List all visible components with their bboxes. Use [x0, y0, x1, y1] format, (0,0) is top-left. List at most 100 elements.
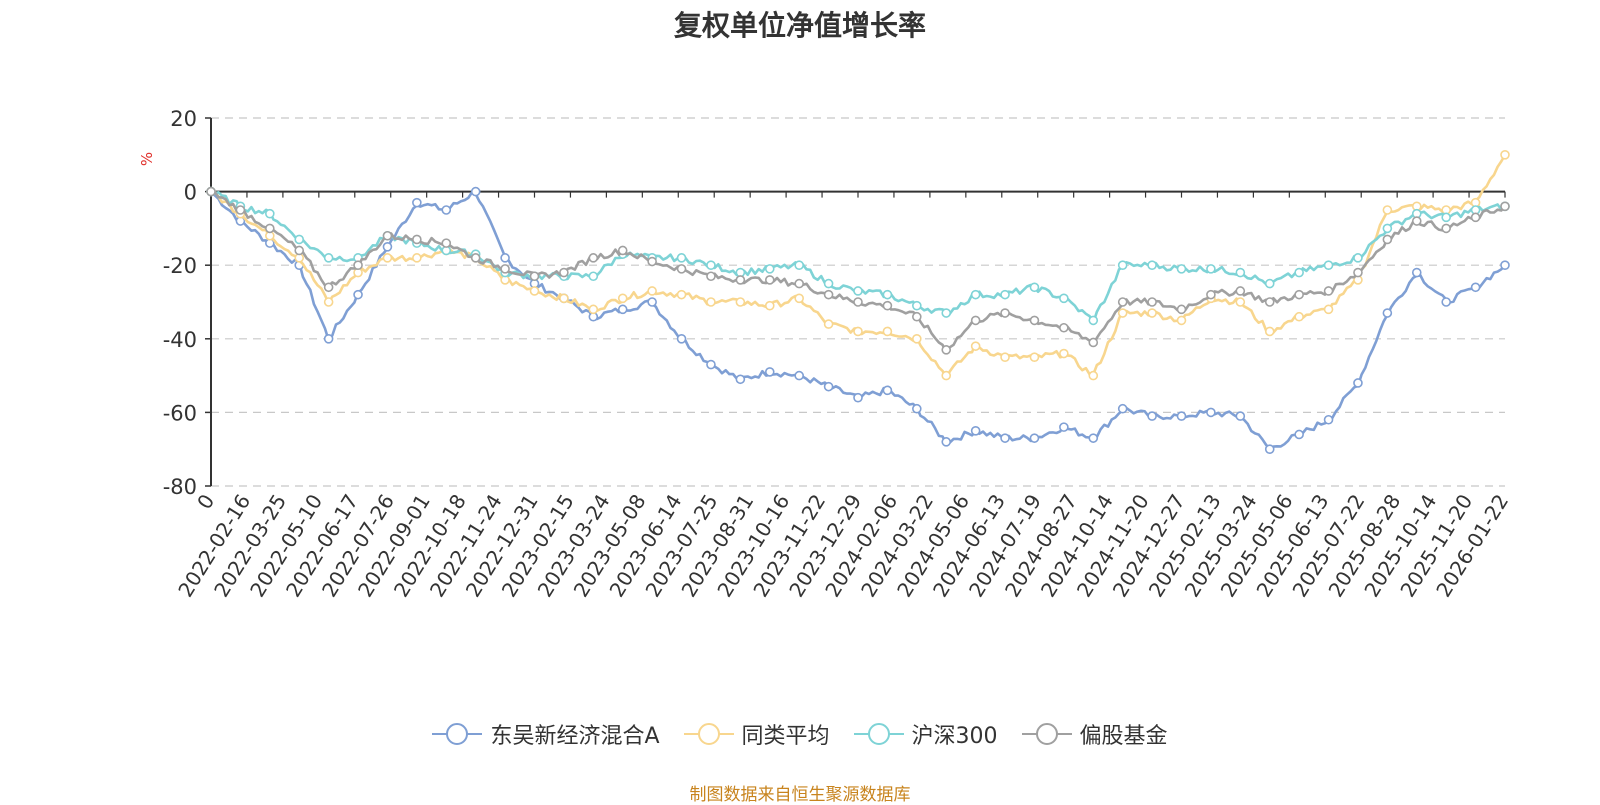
data-point-2 [1059, 293, 1069, 304]
data-point-2 [676, 253, 687, 263]
data-point-0 [500, 253, 510, 263]
data-point-0 [441, 205, 452, 215]
data-point-2 [588, 271, 599, 282]
data-point-3 [500, 264, 510, 274]
data-point-3 [912, 311, 922, 322]
data-point-1 [764, 300, 775, 311]
data-point-2 [1029, 282, 1040, 293]
data-point-1 [382, 253, 393, 263]
data-point-1 [323, 297, 334, 307]
data-point-2 [882, 289, 893, 300]
data-point-1 [794, 293, 804, 304]
data-point-1 [853, 326, 863, 337]
data-point-3 [1000, 308, 1010, 318]
data-point-1 [1000, 352, 1010, 363]
data-point-2 [323, 253, 334, 263]
legend-swatch-csi300 [853, 722, 904, 746]
data-point-2 [912, 300, 922, 311]
data-point-1 [941, 370, 952, 381]
source-note: 制图数据来自恒生聚源数据库 [689, 785, 911, 805]
data-point-0 [970, 425, 981, 436]
data-point-0 [382, 242, 393, 252]
data-point-2 [1441, 212, 1451, 223]
data-point-1 [1059, 348, 1069, 359]
data-point-1 [1294, 311, 1304, 322]
data-point-3 [1088, 337, 1099, 348]
data-point-1 [823, 319, 834, 329]
data-point-3 [382, 230, 393, 241]
data-point-2 [1117, 260, 1128, 271]
data-point-1 [735, 297, 746, 307]
data-point-0 [735, 374, 746, 385]
data-point-3 [1147, 297, 1157, 307]
data-point-1 [882, 326, 893, 337]
legend-label-equity-fund: 偏股基金 [1079, 724, 1168, 749]
data-point-3 [647, 256, 657, 267]
data-point-3 [970, 315, 981, 326]
data-point-0 [1382, 308, 1393, 318]
data-point-3 [735, 275, 746, 285]
data-point-2 [794, 260, 804, 271]
data-point-0 [1411, 267, 1422, 278]
legend-item-fund[interactable]: 东吴新经济混合A [432, 718, 660, 750]
data-point-2 [265, 208, 275, 219]
data-point-1 [588, 304, 599, 315]
data-point-3 [853, 297, 863, 307]
data-point-1 [1117, 308, 1128, 318]
data-point-0 [412, 197, 422, 208]
data-point-2 [823, 278, 834, 289]
data-point-2 [706, 260, 716, 271]
legend-label-fund: 东吴新经济混合A [490, 724, 660, 749]
legend-swatch-equity-fund [1021, 722, 1072, 746]
data-point-3 [559, 267, 569, 278]
legend-label-peer-average: 同类平均 [741, 724, 830, 749]
data-point-3 [794, 278, 804, 289]
legend-item-equity-fund[interactable]: 偏股基金 [1021, 718, 1168, 750]
chart-title: 复权单位净值增长率 [673, 9, 926, 42]
data-point-1 [1029, 352, 1040, 363]
data-point-0 [617, 304, 628, 315]
data-point-2 [1147, 260, 1157, 271]
y-tick-label: -60 [163, 401, 197, 425]
data-point-0 [1441, 297, 1451, 307]
y-tick-label: 0 [184, 181, 197, 205]
data-point-0 [1117, 403, 1128, 414]
data-point-3 [1382, 234, 1393, 245]
data-point-0 [706, 359, 716, 370]
data-point-1 [1323, 304, 1334, 315]
data-point-0 [941, 437, 952, 447]
x-tick-label: 0 [192, 490, 219, 514]
data-point-3 [1235, 286, 1246, 296]
data-point-3 [441, 238, 452, 248]
data-point-2 [1235, 267, 1246, 278]
data-point-3 [941, 345, 952, 355]
data-point-3 [1353, 267, 1363, 278]
data-point-3 [1441, 223, 1451, 234]
data-point-3 [1500, 201, 1510, 212]
data-point-2 [853, 286, 863, 296]
data-point-3 [1264, 297, 1275, 307]
data-point-0 [1470, 282, 1481, 293]
y-tick-label: -80 [163, 475, 197, 499]
legend-item-csi300[interactable]: 沪深300 [853, 718, 998, 750]
data-point-3 [823, 289, 834, 300]
data-point-3 [1206, 289, 1216, 300]
data-point-0 [1088, 433, 1099, 443]
data-point-3 [1117, 297, 1128, 307]
data-point-3 [588, 253, 599, 263]
data-point-0 [1323, 414, 1334, 425]
data-point-0 [823, 381, 834, 392]
data-point-3 [1470, 212, 1481, 223]
data-point-3 [1411, 216, 1422, 226]
data-point-1 [1088, 370, 1099, 381]
data-point-3 [882, 300, 893, 311]
data-point-3 [265, 223, 275, 234]
data-point-0 [1059, 422, 1069, 432]
data-point-1 [706, 297, 716, 307]
data-point-0 [1029, 433, 1040, 443]
legend: 东吴新经济混合A 同类平均 沪深300 偏股基金 [0, 718, 1600, 750]
legend-item-peer-average[interactable]: 同类平均 [683, 718, 830, 750]
data-point-3 [323, 282, 334, 293]
data-point-3 [1029, 315, 1040, 326]
legend-label-csi300: 沪深300 [911, 724, 998, 749]
